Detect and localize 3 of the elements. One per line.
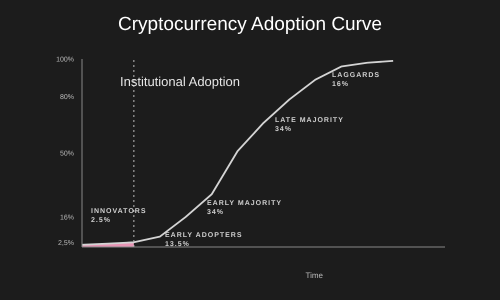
chart-title: Cryptocurrency Adoption Curve <box>116 14 383 36</box>
x-axis-title: Time <box>306 271 324 280</box>
annotation: Institutional Adoption <box>120 74 240 89</box>
